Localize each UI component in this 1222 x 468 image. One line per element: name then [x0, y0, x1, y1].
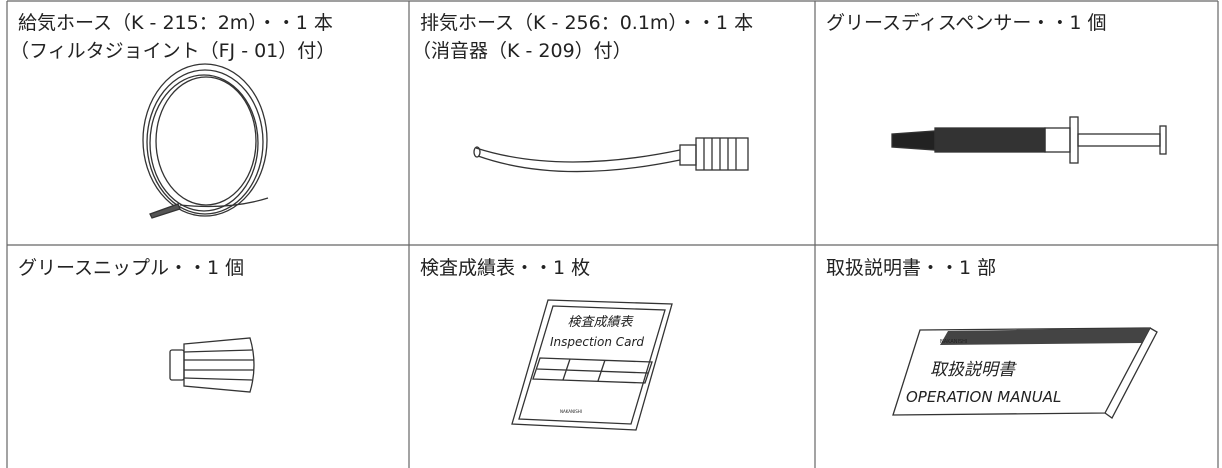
card-brand: NAKANISHI — [560, 409, 582, 414]
manual-illustration: NAKANISHI 取扱説明書 OPERATION MANUAL — [892, 327, 1158, 419]
cell-text: 取扱説明書・・1 部 — [826, 257, 996, 279]
grease-dispenser-illustration — [891, 116, 1167, 164]
cells: 給気ホース（K - 215：2m）・・1 本 （フィルタジョイント（FJ - 01… — [10, 12, 1107, 279]
cell-text: 給気ホース（K - 215：2m）・・1 本 — [18, 12, 333, 34]
table-grid — [6, 0, 1219, 468]
cell-text: 排気ホース（K - 256：0.1m）・・1 本 — [420, 12, 753, 34]
cell-text: グリースディスペンサー・・1 個 — [826, 12, 1107, 34]
manual-subtitle: OPERATION MANUAL — [906, 388, 1061, 406]
cell-text: 検査成績表・・1 枚 — [420, 257, 590, 279]
manual-title: 取扱説明書 — [930, 360, 1017, 380]
inspection-card-illustration: 検査成績表 Inspection Card NAKANISHI — [511, 299, 673, 431]
grease-nipple-illustration — [169, 337, 255, 393]
exhaust-hose-illustration — [473, 137, 749, 173]
cell-text: （消音器（K - 209）付） — [412, 40, 632, 62]
cell-text: （フィルタジョイント（FJ - 01）付） — [10, 40, 335, 62]
cell-text: グリースニップル・・1 個 — [18, 257, 244, 279]
card-subtitle: Inspection Card — [550, 335, 644, 349]
manual-brand: NAKANISHI — [940, 339, 967, 345]
hose-coil-illustration — [142, 63, 269, 219]
card-title: 検査成績表 — [567, 315, 634, 330]
